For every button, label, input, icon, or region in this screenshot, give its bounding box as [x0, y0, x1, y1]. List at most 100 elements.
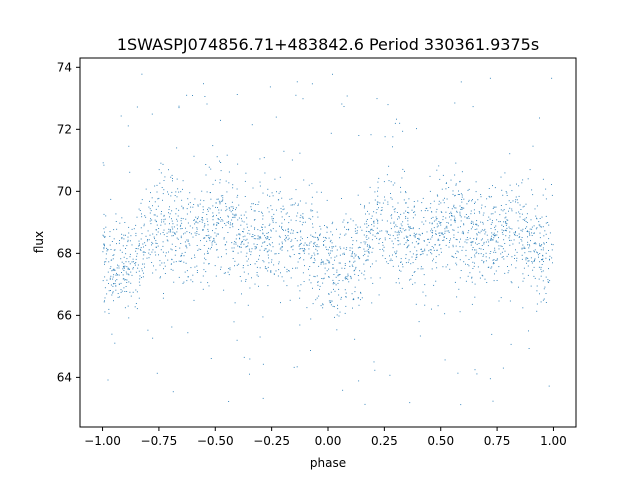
- data-point: [174, 254, 176, 256]
- data-point: [547, 281, 549, 283]
- data-point: [450, 224, 452, 226]
- data-point: [476, 220, 478, 222]
- data-point: [147, 329, 149, 331]
- data-point: [488, 188, 490, 189]
- data-point: [430, 217, 432, 219]
- data-point: [221, 256, 222, 258]
- data-point: [273, 273, 275, 275]
- data-point: [240, 214, 242, 216]
- data-point: [498, 266, 500, 268]
- data-point: [112, 285, 114, 287]
- data-point: [368, 237, 370, 239]
- data-point: [192, 95, 193, 96]
- data-point: [472, 199, 473, 201]
- data-point: [178, 191, 180, 193]
- data-point: [494, 247, 496, 249]
- data-point: [253, 238, 255, 240]
- data-point: [299, 239, 301, 241]
- data-point: [326, 231, 328, 233]
- data-point: [310, 256, 312, 258]
- data-point: [366, 223, 368, 225]
- data-point: [438, 239, 440, 241]
- data-point: [338, 294, 340, 296]
- data-point: [244, 235, 246, 237]
- data-point: [268, 262, 270, 264]
- data-point: [483, 262, 485, 264]
- data-point: [461, 207, 462, 208]
- data-point: [442, 174, 444, 176]
- data-point: [221, 200, 223, 202]
- data-point: [494, 187, 496, 189]
- data-point: [164, 218, 166, 220]
- data-point: [104, 261, 105, 263]
- data-point: [465, 263, 466, 265]
- data-point: [104, 245, 105, 247]
- data-point: [372, 230, 374, 231]
- data-point: [300, 243, 301, 245]
- data-point: [343, 219, 345, 221]
- data-point: [159, 260, 161, 262]
- data-point: [467, 264, 469, 265]
- data-point: [400, 186, 401, 188]
- data-point: [490, 267, 492, 269]
- data-point: [194, 254, 195, 256]
- data-point: [228, 222, 229, 224]
- data-point: [339, 254, 341, 256]
- data-point: [345, 296, 347, 298]
- data-point: [281, 197, 283, 199]
- x-tick-label: 0.50: [427, 434, 454, 448]
- data-point: [400, 223, 402, 225]
- data-point: [552, 244, 554, 246]
- data-point: [481, 207, 482, 209]
- data-point: [352, 240, 354, 242]
- data-point: [235, 241, 237, 243]
- data-point: [245, 255, 247, 257]
- data-point: [446, 230, 448, 232]
- data-point: [321, 259, 322, 261]
- data-point: [278, 269, 280, 271]
- data-point: [159, 277, 161, 279]
- data-point: [529, 245, 531, 247]
- data-point: [542, 254, 544, 256]
- data-point: [332, 264, 334, 265]
- data-point: [374, 235, 376, 237]
- data-point: [474, 249, 475, 251]
- data-point: [468, 265, 470, 267]
- data-point: [304, 249, 306, 251]
- data-point: [301, 224, 303, 226]
- data-point: [233, 247, 235, 249]
- data-point: [480, 230, 482, 232]
- data-point: [351, 264, 353, 266]
- data-point: [318, 295, 320, 297]
- data-point: [331, 300, 333, 302]
- data-point: [228, 401, 230, 402]
- data-point: [171, 235, 173, 237]
- data-point: [223, 272, 225, 274]
- data-point: [548, 224, 550, 226]
- data-point: [304, 221, 306, 223]
- data-point: [408, 244, 410, 246]
- data-point: [109, 277, 111, 279]
- data-point: [267, 285, 269, 287]
- data-point: [460, 216, 462, 218]
- data-point: [500, 297, 502, 299]
- data-point: [196, 231, 198, 232]
- data-point: [402, 228, 404, 230]
- data-point: [302, 221, 304, 223]
- data-point: [483, 254, 485, 256]
- data-point: [541, 271, 543, 273]
- data-point: [431, 253, 433, 255]
- data-point: [153, 236, 155, 238]
- data-point: [114, 269, 116, 271]
- data-point: [546, 242, 547, 243]
- data-point: [143, 251, 145, 253]
- data-point: [504, 250, 506, 252]
- data-point: [121, 272, 122, 273]
- data-point: [470, 244, 472, 246]
- data-point: [149, 208, 151, 210]
- data-point: [196, 218, 198, 220]
- data-point: [243, 271, 245, 273]
- data-point: [363, 234, 365, 236]
- data-point: [539, 261, 541, 263]
- data-point: [411, 242, 413, 244]
